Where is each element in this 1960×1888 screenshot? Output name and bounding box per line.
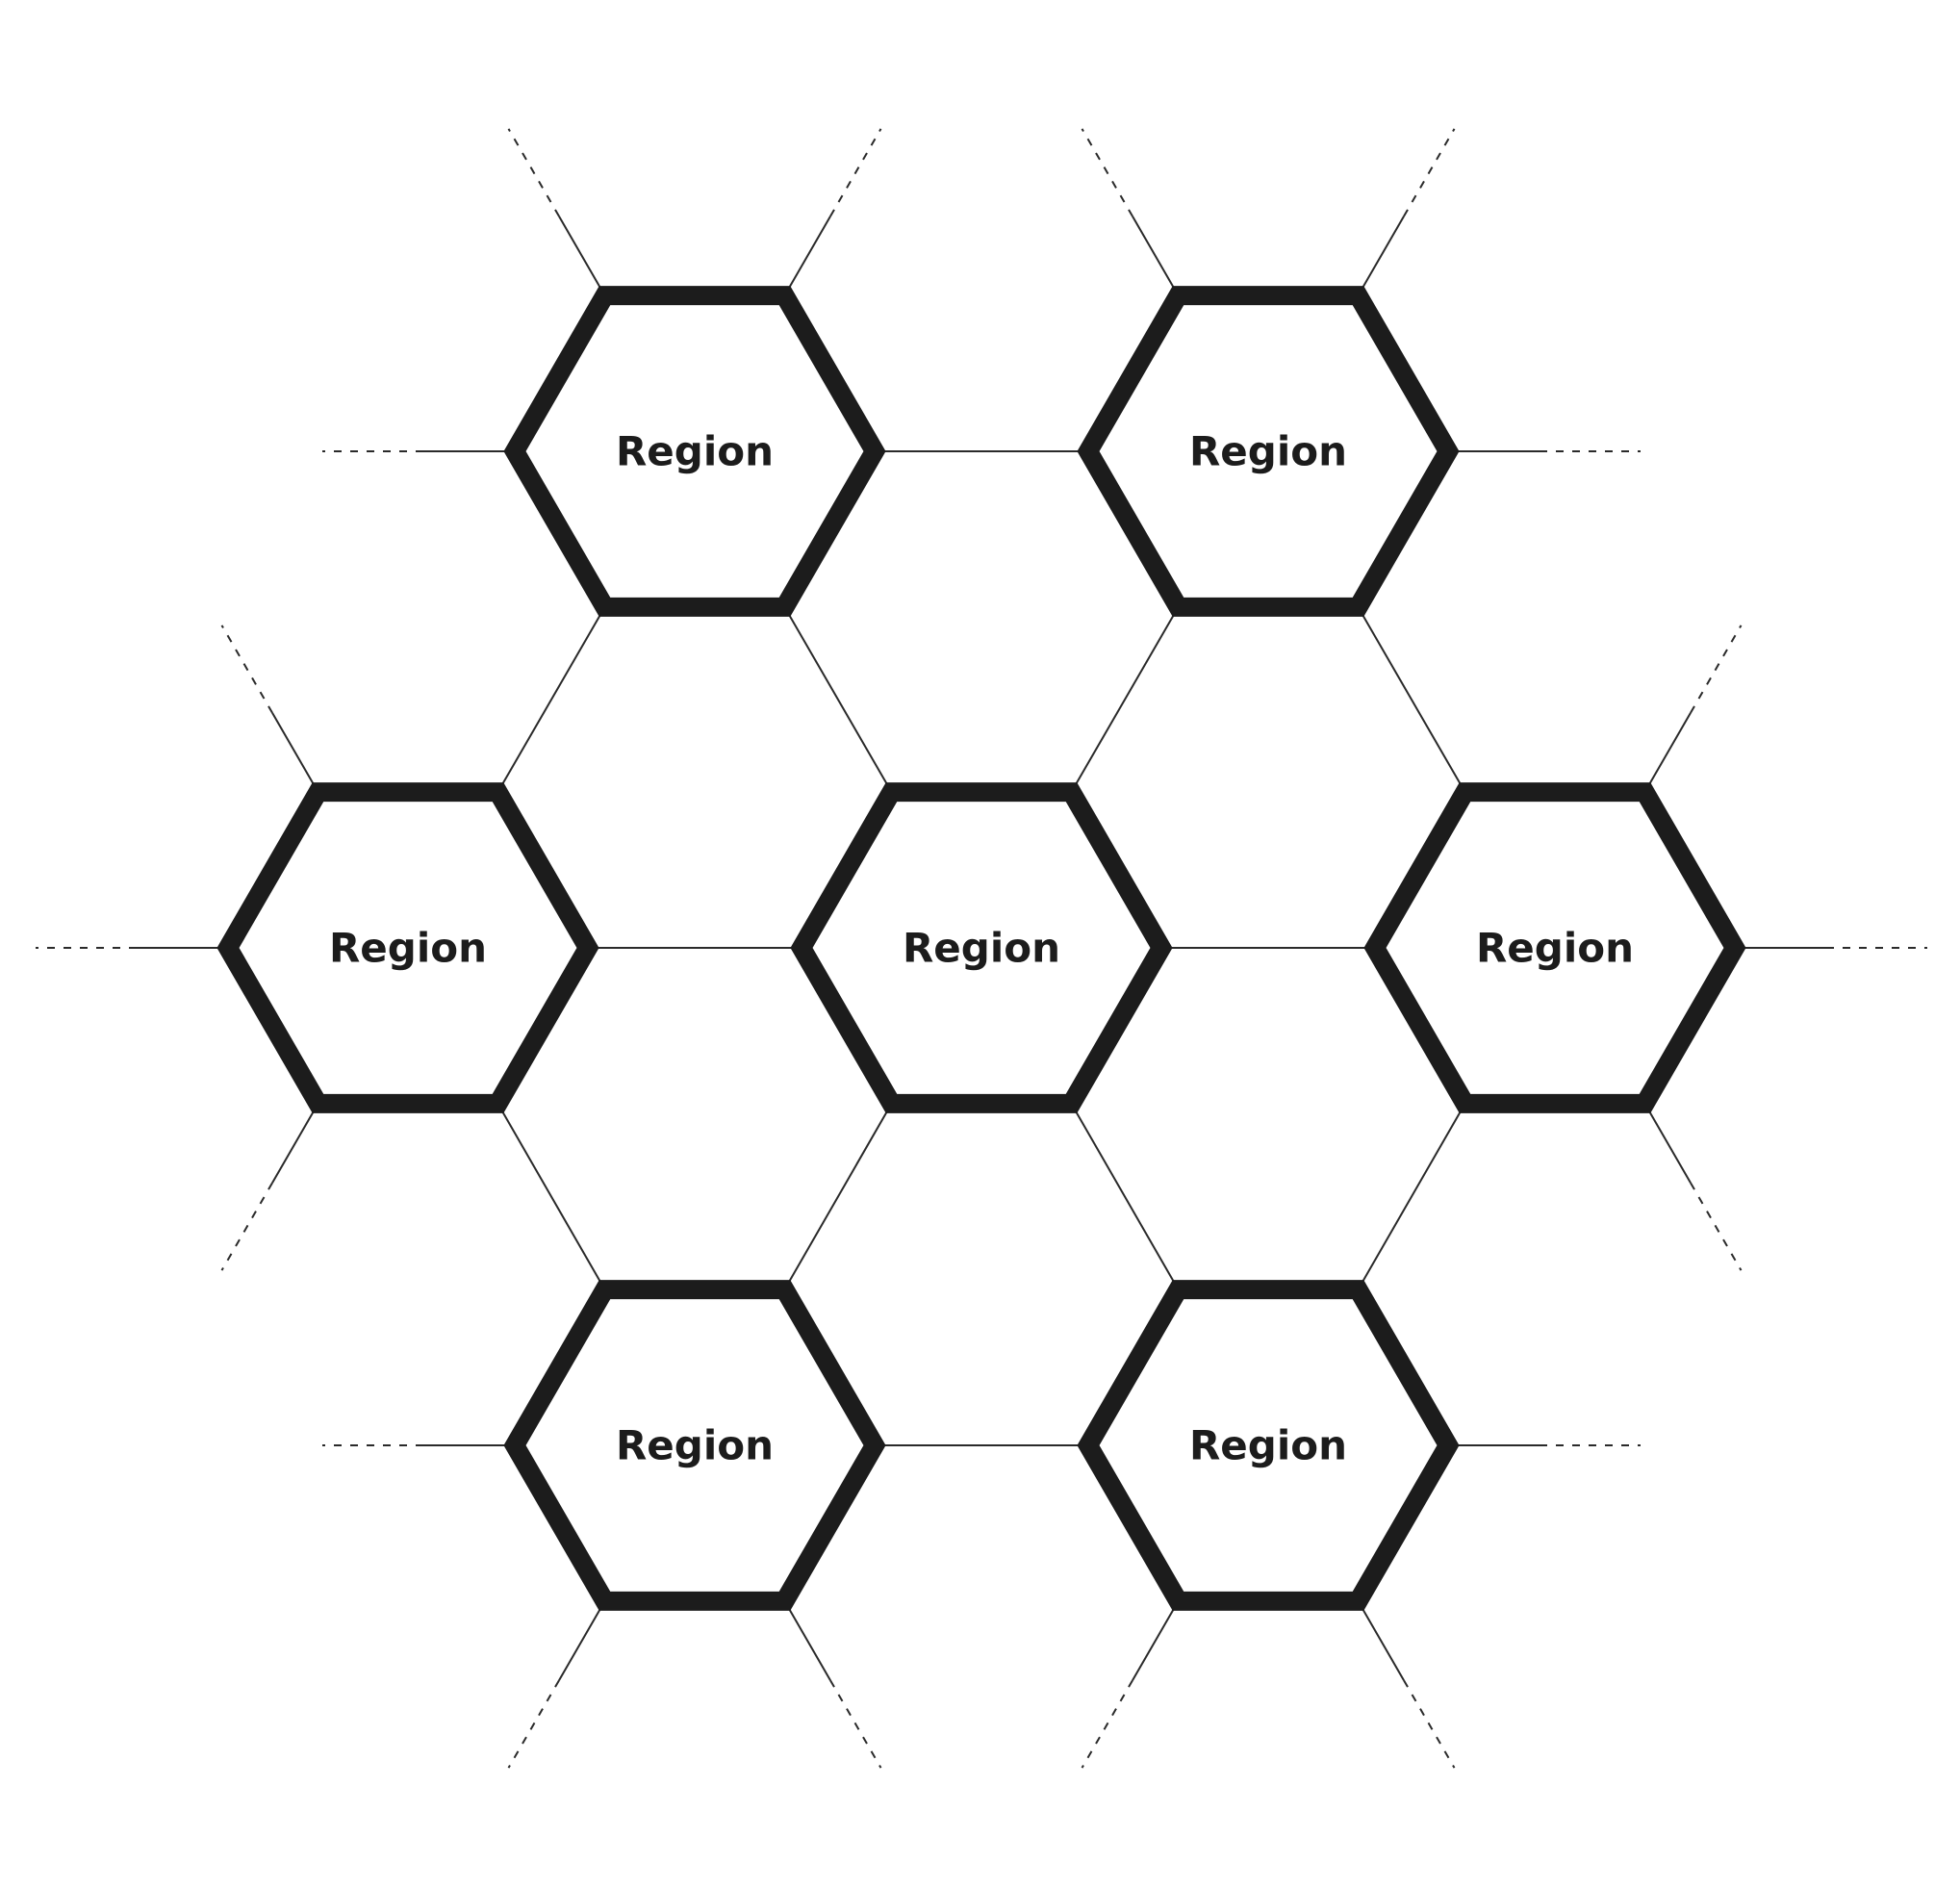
connection-line-r3-r6	[496, 1103, 606, 1290]
region-label: Region	[329, 925, 487, 972]
connection-line-r5-r7	[1357, 1103, 1466, 1290]
region-label: Region	[616, 428, 774, 475]
open-end-dashed-r3-north-west	[220, 625, 273, 714]
connection-line-r1-r3	[496, 606, 606, 793]
open-end-solid-r5-south-east	[1646, 1108, 1692, 1184]
open-end-solid-r3-south-west	[271, 1108, 317, 1184]
region-hexagon	[1077, 286, 1460, 617]
open-end-solid-r1-north-east	[786, 216, 831, 292]
region-label: Region	[1189, 1422, 1347, 1469]
connection-line-r4-r6	[783, 1103, 893, 1290]
open-end-solid-r6-south-east	[786, 1605, 831, 1681]
region-hexagon	[1077, 1280, 1460, 1611]
open-end-solid-r6-south-west	[558, 1605, 603, 1681]
connection-line-r2-r4	[1070, 606, 1180, 793]
region-node: Region	[503, 1280, 886, 1611]
open-end-dashed-r6-south-east	[829, 1679, 882, 1769]
region-hexagon	[790, 782, 1173, 1113]
open-ends-layer	[36, 128, 1927, 1769]
open-end-dashed-r1-north-east	[829, 128, 882, 217]
open-end-dashed-r7-south-west	[1081, 1679, 1133, 1769]
region-node: Region	[1363, 782, 1746, 1113]
connections-layer	[496, 450, 1466, 1446]
region-node: Region	[216, 782, 599, 1113]
connection-line-r1-r4	[783, 606, 893, 793]
region-hexagon	[1363, 782, 1746, 1113]
region-node: Region	[503, 286, 886, 617]
open-end-dashed-r7-south-east	[1403, 1679, 1456, 1769]
region-label: Region	[616, 1422, 774, 1469]
open-end-solid-r2-north-west	[1132, 216, 1177, 292]
region-node: Region	[1077, 1280, 1460, 1611]
region-hexagon	[503, 286, 886, 617]
open-end-dashed-r5-north-east	[1690, 625, 1743, 714]
open-end-dashed-r6-south-west	[507, 1679, 560, 1769]
region-hexagon	[216, 782, 599, 1113]
open-end-solid-r1-north-west	[558, 216, 603, 292]
open-end-solid-r2-north-east	[1360, 216, 1405, 292]
open-end-solid-r5-north-east	[1646, 712, 1692, 788]
open-end-dashed-r1-north-west	[507, 128, 560, 217]
open-end-solid-r7-south-west	[1132, 1605, 1177, 1681]
region-node: Region	[790, 782, 1173, 1113]
region-label: Region	[1476, 925, 1634, 972]
region-node: Region	[1077, 286, 1460, 617]
open-end-dashed-r2-north-west	[1081, 128, 1133, 217]
open-end-dashed-r2-north-east	[1403, 128, 1456, 217]
regions-layer: Region Region Region Region Region Region Regi…	[216, 286, 1746, 1611]
open-end-dashed-r3-south-west	[220, 1182, 273, 1271]
open-end-dashed-r5-south-east	[1690, 1182, 1743, 1271]
region-hexagon	[503, 1280, 886, 1611]
connection-line-r2-r5	[1357, 606, 1466, 793]
region-label: Region	[903, 925, 1060, 972]
open-end-solid-r3-north-west	[271, 712, 317, 788]
connection-line-r4-r7	[1070, 1103, 1180, 1290]
region-label: Region	[1189, 428, 1347, 475]
open-end-solid-r7-south-east	[1360, 1605, 1405, 1681]
